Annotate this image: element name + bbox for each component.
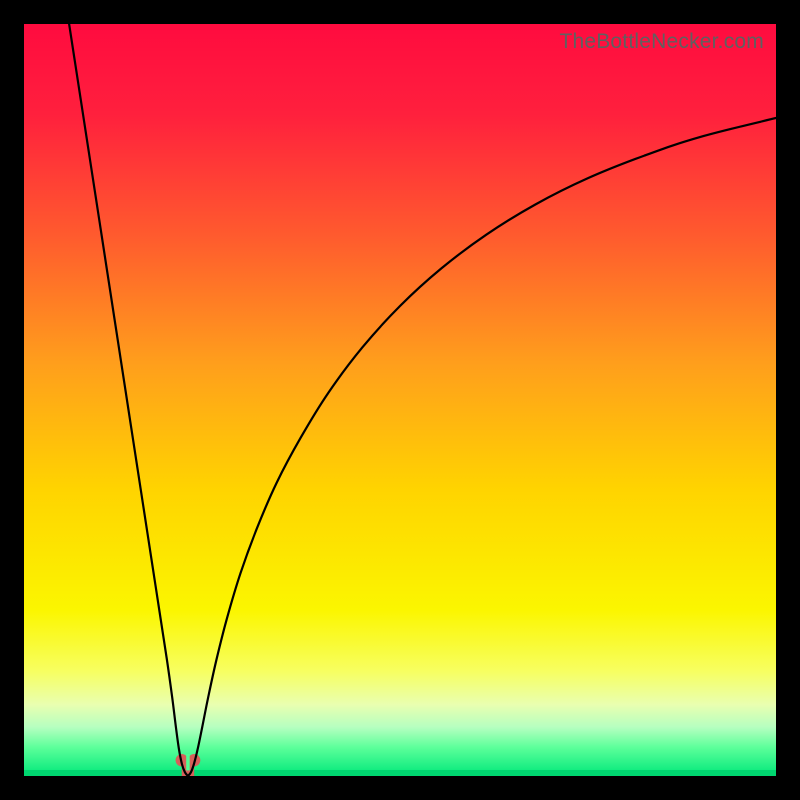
chart-frame: TheBottleNecker.com bbox=[0, 0, 800, 800]
bottleneck-curve-left bbox=[69, 24, 188, 776]
marker-notch bbox=[186, 754, 190, 770]
watermark-text: TheBottleNecker.com bbox=[559, 30, 764, 54]
bottleneck-curve-right bbox=[188, 118, 776, 776]
overlay-svg bbox=[24, 24, 776, 776]
plot-area bbox=[24, 24, 776, 776]
